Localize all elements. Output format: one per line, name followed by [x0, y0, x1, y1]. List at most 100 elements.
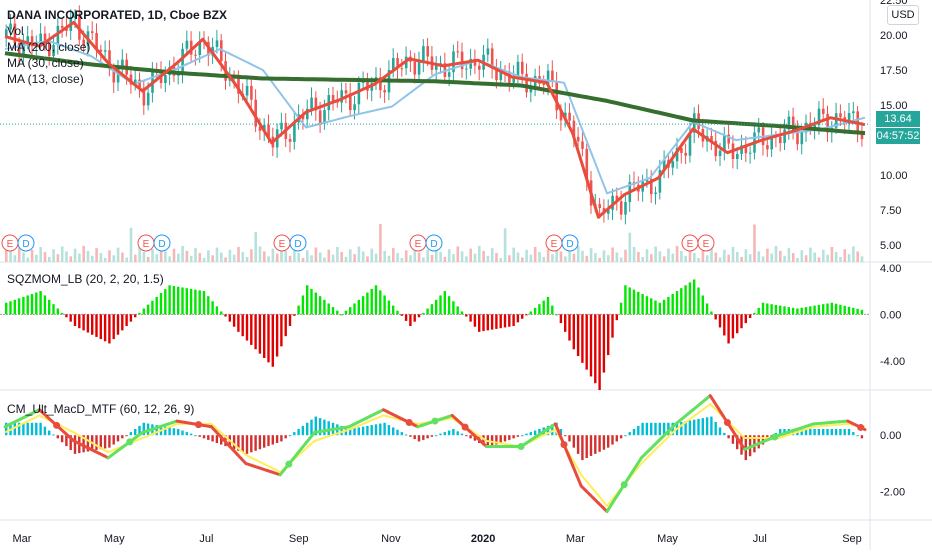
price-axis [870, 0, 932, 550]
sqz-bar [654, 301, 656, 315]
legend-ma200[interactable]: MA (200, close) [7, 39, 227, 55]
candle-body [719, 151, 722, 156]
macd-legend[interactable]: CM_Ult_MacD_MTF (60, 12, 26, 9) [7, 402, 194, 416]
candle-body [289, 139, 292, 142]
volume-bar [594, 253, 597, 262]
candle-body [620, 201, 623, 214]
macd-hist-bar [414, 435, 416, 439]
sqz-bar [405, 314, 407, 321]
sqz-bar [715, 314, 717, 319]
macd-hist-bar [732, 435, 734, 444]
sqz-bar [35, 293, 37, 315]
marker-label: E [415, 239, 422, 250]
macd-hist-bar [267, 435, 269, 446]
candle-body [358, 83, 361, 104]
macd-hist-bar [637, 426, 639, 435]
volume-bar [598, 258, 601, 262]
volume-bar [659, 251, 662, 262]
candle-body [517, 62, 520, 76]
volume-bar [801, 250, 804, 262]
sqz-bar [340, 314, 342, 315]
macd-hist-bar [577, 435, 579, 454]
legend-ma13[interactable]: MA (13, close) [7, 71, 227, 87]
sqz-bar [117, 314, 119, 334]
macd-line-segment [568, 455, 572, 465]
candle-body [457, 51, 460, 52]
volume-bar [91, 256, 94, 262]
x-tick: Sep [842, 533, 862, 545]
volume-bar [538, 252, 541, 262]
volume-bar [396, 253, 399, 262]
legend-ma30[interactable]: MA (30, close) [7, 55, 227, 71]
macd-hist-bar [211, 435, 213, 441]
price-y-tick: 10.00 [880, 170, 908, 182]
macd-hist-bar [95, 435, 97, 450]
macd-hist-bar [113, 435, 115, 444]
sqz-bar [672, 294, 674, 314]
sqz-bar [9, 301, 11, 314]
volume-bar [495, 253, 498, 262]
volume-bar [560, 251, 563, 262]
candle-body [319, 110, 322, 123]
macd-hist-bar [629, 432, 631, 435]
sqz-bar [345, 311, 347, 315]
volume-bar [48, 257, 51, 262]
macd-hist-bar [130, 432, 132, 435]
macd-hist-bar [272, 435, 274, 444]
sqz-bar [371, 289, 373, 314]
volume-bar [379, 224, 382, 262]
sqz-bar [457, 306, 459, 314]
volume-bar [607, 255, 610, 262]
macd-hist-bar [831, 429, 833, 435]
volume-bar [57, 254, 60, 262]
volume-bar [246, 257, 249, 262]
volume-bar [826, 255, 829, 262]
sqz-bar [242, 314, 244, 336]
sqzmom-legend[interactable]: SQZMOM_LB (20, 2, 20, 1.5) [7, 272, 164, 286]
volume-bar [134, 255, 137, 262]
x-tick: Nov [381, 533, 401, 545]
volume-bar [792, 253, 795, 262]
marker-label: E [279, 239, 286, 250]
candle-body [332, 95, 335, 101]
volume-bar [564, 256, 567, 262]
sqz-bar [611, 314, 613, 337]
macd-hist-bar [702, 418, 704, 435]
sqz-bar [697, 287, 699, 314]
macd-hist-bar [242, 435, 244, 452]
volume-bar [383, 251, 386, 262]
sqz-bar [547, 297, 549, 314]
currency-button[interactable]: USD [887, 5, 919, 25]
candle-body [487, 48, 490, 54]
sqz-bar [422, 313, 424, 314]
sqz-bar [349, 307, 351, 314]
volume-bar [775, 246, 778, 262]
volume-bar [272, 249, 275, 262]
x-tick: May [657, 533, 678, 545]
sqz-bar [237, 314, 239, 331]
sqz-bar [555, 314, 557, 315]
legend-vol[interactable]: Vol [7, 23, 227, 39]
macd-hist-bar [199, 435, 201, 437]
macd-hist-bar [388, 425, 390, 435]
volume-bar [203, 258, 206, 262]
macd-cross-dot [53, 422, 60, 429]
sqz-bar [44, 295, 46, 314]
symbol-title[interactable]: DANA INCORPORATED, 1D, Cboe BZX [7, 7, 227, 23]
sqz-bar [740, 314, 742, 328]
volume-bar [577, 246, 580, 262]
sqz-bar [319, 296, 321, 314]
macd-hist-bar [461, 434, 463, 436]
candle-body [624, 202, 627, 215]
sqz-bar [315, 293, 317, 315]
macd-hist-bar [659, 423, 661, 435]
marker-label: E [703, 239, 710, 250]
sqz-bar [138, 313, 140, 314]
sqz-bar [396, 311, 398, 315]
macd-hist-bar [358, 427, 360, 435]
volume-bar [525, 250, 528, 262]
sqz-bar [259, 314, 261, 353]
volume-bar [9, 250, 12, 262]
macd-hist-bar [439, 434, 441, 436]
sqz-bar [336, 311, 338, 315]
